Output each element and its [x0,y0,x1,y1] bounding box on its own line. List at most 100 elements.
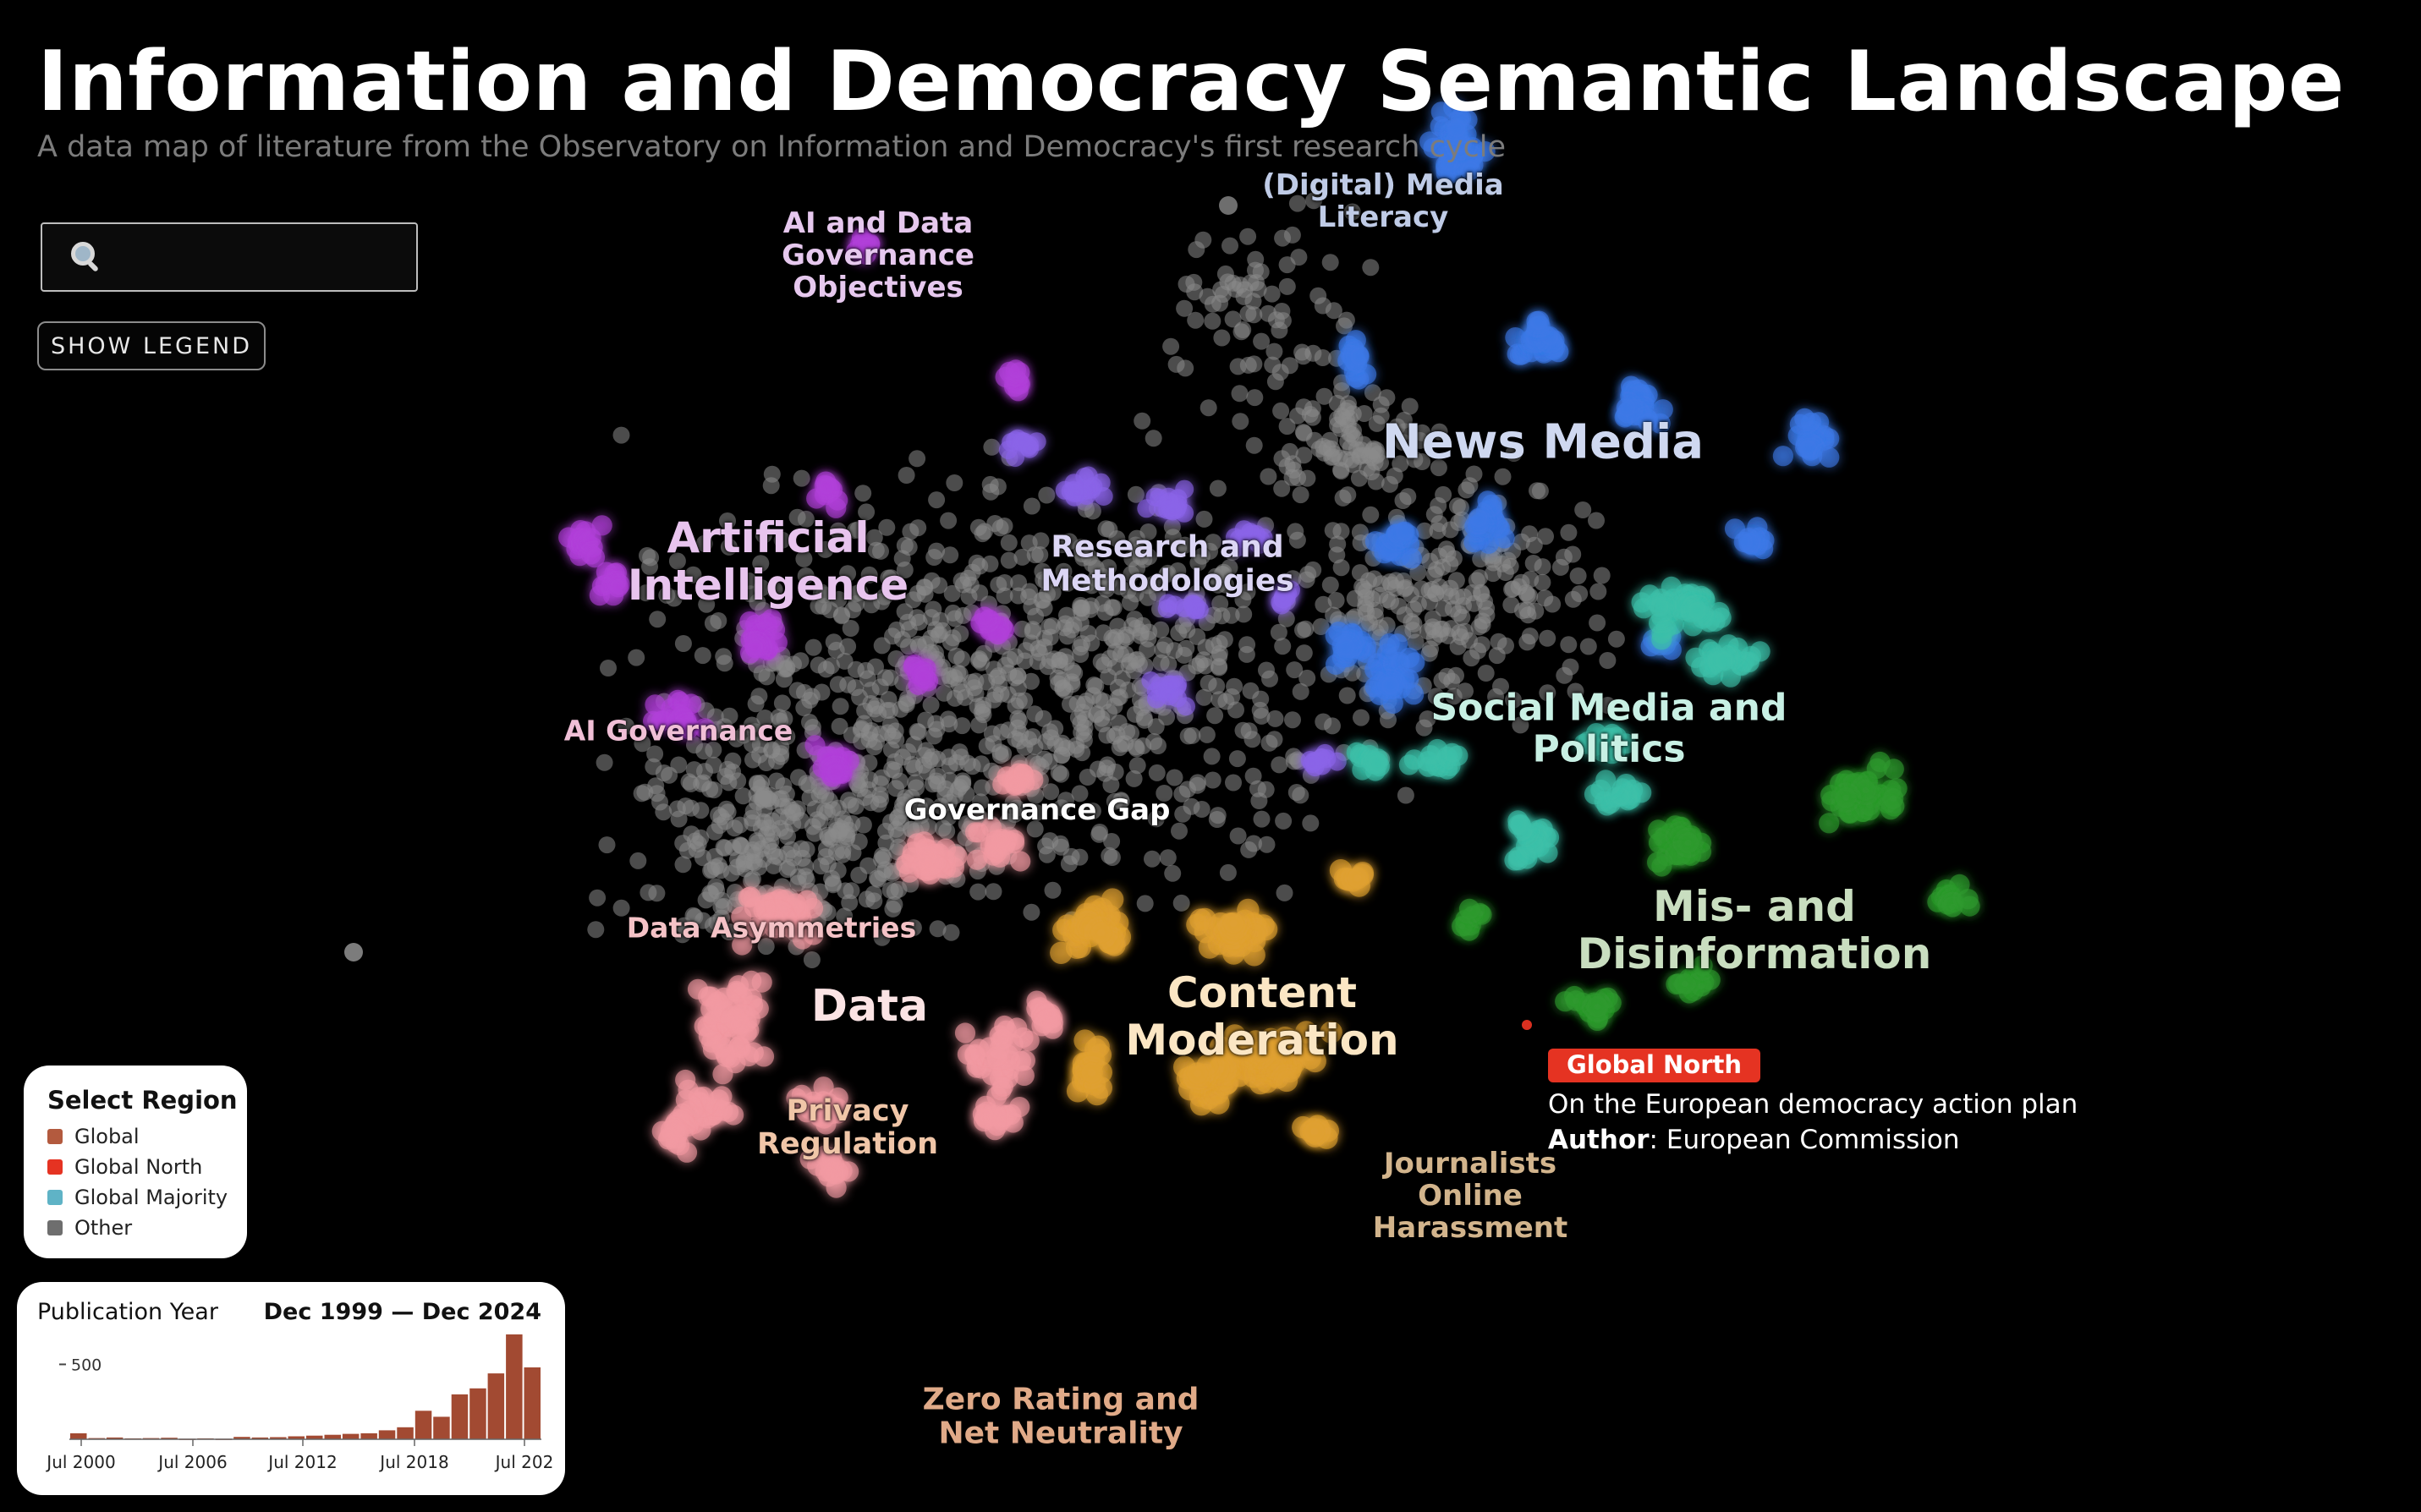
map-point[interactable] [1053,799,1070,817]
map-point[interactable] [704,615,722,632]
map-point[interactable] [1090,760,1106,778]
map-point[interactable] [1231,385,1249,403]
cluster-point[interactable] [1348,346,1370,367]
map-point[interactable] [991,519,1009,537]
map-point[interactable] [1518,601,1536,619]
map-point[interactable] [628,649,645,666]
map-point[interactable] [1265,342,1283,360]
cluster-point[interactable] [803,924,824,945]
map-point[interactable] [734,787,752,805]
histogram-bar[interactable] [270,1437,287,1440]
map-point[interactable] [705,756,722,774]
map-point[interactable] [858,503,876,521]
map-point[interactable] [1035,629,1053,647]
cluster-point[interactable] [1398,754,1419,775]
map-point[interactable] [1229,827,1247,845]
cluster-point[interactable] [659,1126,680,1148]
map-point[interactable] [1205,606,1222,624]
cluster-point[interactable] [913,666,934,688]
map-point[interactable] [1204,771,1221,789]
map-point[interactable] [1485,565,1501,583]
map-point[interactable] [1102,776,1120,793]
map-point[interactable] [1210,691,1228,709]
map-point[interactable] [1321,254,1339,271]
map-point[interactable] [860,754,878,772]
cluster-point[interactable] [987,623,1008,645]
map-point[interactable] [946,474,963,491]
map-point[interactable] [1039,585,1056,603]
cluster-point[interactable] [727,975,749,996]
map-point[interactable] [1000,551,1018,569]
cluster-point[interactable] [797,890,818,911]
cluster-point[interactable] [1772,446,1793,467]
map-point[interactable] [1360,614,1378,632]
map-point[interactable] [1589,614,1606,632]
map-point[interactable] [1239,356,1257,374]
map-point[interactable] [969,518,987,536]
region-item-global-majority[interactable]: Global Majority [47,1182,247,1213]
map-point[interactable] [867,541,885,559]
map-point[interactable] [839,565,857,583]
map-point[interactable] [1226,677,1243,695]
cluster-point[interactable] [1540,326,1561,348]
cluster-point[interactable] [1883,759,1904,780]
cluster-point[interactable] [1378,540,1399,562]
map-point[interactable] [1061,533,1079,551]
cluster-point[interactable] [1610,786,1631,807]
histogram-bar[interactable] [251,1437,269,1439]
cluster-point[interactable] [1243,923,1266,945]
cluster-point[interactable] [991,829,1013,850]
map-point[interactable] [1083,634,1101,652]
cluster-point[interactable] [1687,600,1708,622]
map-point[interactable] [1544,595,1562,613]
cluster-point[interactable] [1594,736,1615,757]
map-point[interactable] [1009,709,1027,727]
cluster-point[interactable] [1335,637,1356,658]
map-point[interactable] [1372,396,1390,414]
map-point[interactable] [618,717,635,735]
map-point[interactable] [1451,624,1469,641]
map-point[interactable] [1556,666,1573,684]
cluster-point[interactable] [701,1104,722,1126]
map-point[interactable] [1364,384,1381,402]
cluster-point[interactable] [1441,742,1463,764]
map-point[interactable] [810,656,827,674]
map-point[interactable] [1209,479,1227,497]
map-point[interactable] [719,512,736,529]
map-point[interactable] [1071,848,1089,866]
map-point[interactable] [972,793,990,811]
map-point[interactable] [947,610,963,627]
map-point[interactable] [1351,447,1369,465]
cluster-point[interactable] [1738,651,1759,673]
cluster-point[interactable] [838,750,859,771]
map-point[interactable] [1476,593,1494,611]
map-point[interactable] [956,688,974,706]
map-point[interactable] [1156,636,1174,654]
map-point[interactable] [1178,664,1196,682]
map-point[interactable] [850,866,868,884]
map-point[interactable] [1078,692,1095,709]
map-point[interactable] [1430,496,1447,514]
map-point[interactable] [1278,418,1296,436]
cluster-point[interactable] [1438,151,1459,173]
cluster-point[interactable] [1463,532,1485,553]
map-point[interactable] [1302,814,1320,832]
map-point[interactable] [1038,486,1056,504]
map-point[interactable] [1017,642,1035,660]
map-point[interactable] [873,929,891,946]
map-point[interactable] [1253,810,1271,828]
map-point[interactable] [1449,638,1467,655]
histogram-bar[interactable] [342,1433,360,1439]
map-point[interactable] [1430,459,1447,477]
map-point[interactable] [1244,767,1262,785]
histogram-bar[interactable] [524,1367,541,1439]
map-point[interactable] [1140,548,1158,566]
map-point[interactable] [1007,697,1024,715]
map-point[interactable] [1171,822,1188,840]
map-point[interactable] [771,712,789,730]
cluster-point[interactable] [732,934,753,956]
map-point[interactable] [596,753,613,771]
map-point[interactable] [1315,387,1333,405]
cluster-point[interactable] [713,1000,734,1022]
